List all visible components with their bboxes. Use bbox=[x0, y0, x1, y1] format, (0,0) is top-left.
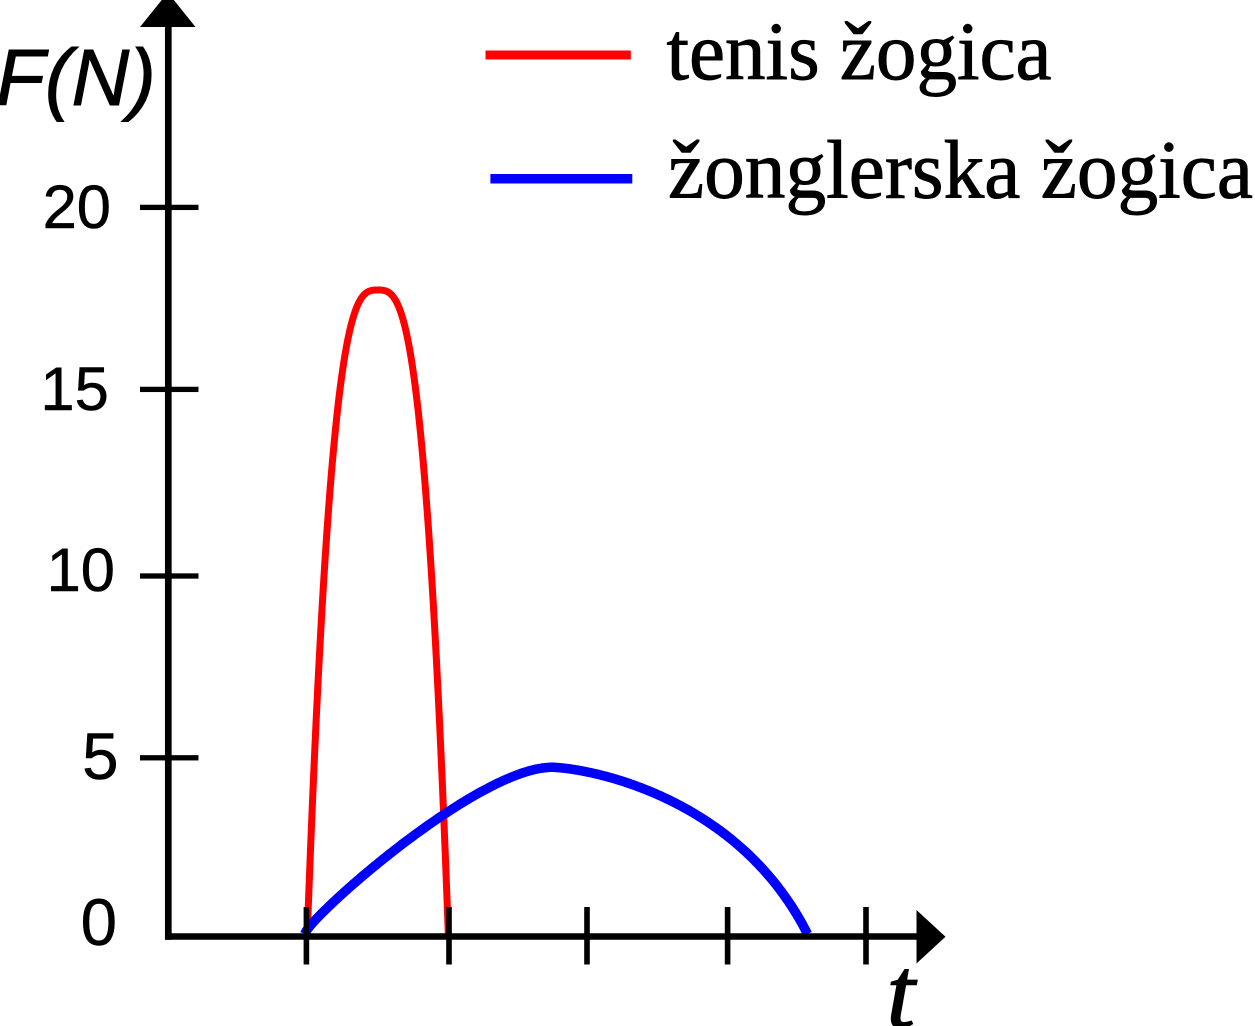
svg-text:10: 10 bbox=[47, 536, 115, 605]
svg-text:tenis žogica: tenis žogica bbox=[667, 5, 1052, 97]
svg-text:5: 5 bbox=[82, 720, 118, 793]
svg-text:20: 20 bbox=[43, 173, 111, 242]
svg-text:F(N): F(N) bbox=[0, 33, 156, 122]
svg-text:t: t bbox=[887, 937, 918, 1026]
svg-text:žonglerska žogica: žonglerska žogica bbox=[668, 124, 1253, 216]
svg-text:15: 15 bbox=[40, 355, 108, 424]
svg-text:0: 0 bbox=[81, 886, 117, 959]
